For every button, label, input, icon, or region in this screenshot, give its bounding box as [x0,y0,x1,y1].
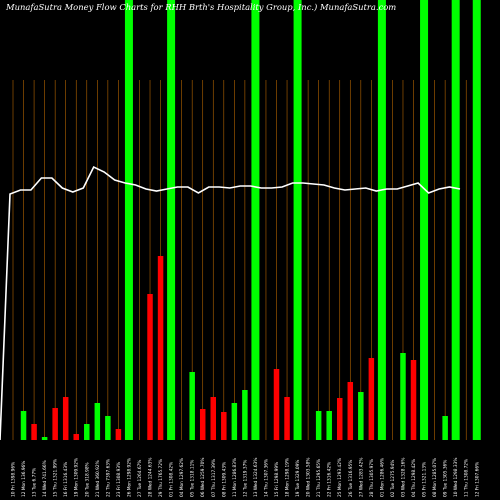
x-tick-label: 04 Mon 1297.62% [179,458,185,497]
x-tick-label: 05 Tue 1318.11% [190,460,196,497]
x-tick-label: 15 Thu 1321.99% [53,459,59,497]
chart-title: MunafaSutra Money Flow Charts for RHH Br… [5,2,396,12]
x-tick-label: 12 Tue 1319.37% [242,460,248,497]
highlight-bar [377,0,386,440]
x-tick-label: 08 Mon 1285.07% [432,458,438,497]
flow-bar [62,397,69,440]
x-tick-label: 18 Mon 1298.19% [285,458,291,497]
highlight-bar [167,0,176,440]
x-tick-label: 20 Tue 318.98% [84,462,90,497]
x-tick-label: 14 Thu 1307.36% [263,459,269,497]
x-tick-label: 29 Thu 1765.72% [158,459,164,497]
x-tick-label: 26 Mon 1298.92% [126,458,132,497]
flow-bar [400,353,406,440]
price-line [0,165,461,441]
x-tick-label: 12 Fri 1307.66% [474,462,480,497]
x-tick-label: 23 Fri 1308.93% [116,462,122,497]
x-tick-label: 15 Fri 1298.99% [274,462,280,497]
x-tick-label: 11 Mon 1286.83% [232,458,238,497]
x-tick-label: 05 Fri 1321.13% [422,462,428,497]
x-tick-label: 10 Wed 1298.33% [453,458,459,497]
highlight-bars [124,0,481,440]
x-tick-label: 06 Wed 1259.70% [200,458,206,497]
x-tick-label: 25 Mon 1293.42% [337,458,343,497]
flow-bar [157,256,164,440]
x-tick-label: 22 Thu 7397.63% [105,459,111,497]
x-tick-label: 28 Thu 1305.97% [369,459,375,497]
flow-bar [326,411,332,440]
x-tick-label: 19 Tue 1329.09% [295,460,301,497]
x-tick-labels: 10 Fri 1398.96% 12 Mon 136.96% 13 Tue 6.77… [11,458,481,497]
x-tick-label: 19 Mon 1309.92% [74,458,80,497]
x-tick-label: 14 Wed 741.66% [42,460,48,497]
x-tick-label: 02 Tue 1275.94% [390,460,396,497]
flow-bar [442,416,448,440]
x-tick-label: 07 Thu 1317.39% [211,459,217,497]
flow-bar [221,412,227,440]
x-tick-label: 08 Fri 1309.43% [221,462,227,497]
flow-bar [41,437,48,440]
x-tick-label: 01 Fri 1308.42% [169,462,175,497]
flow-bar [231,403,238,440]
highlight-bar [251,0,260,440]
flow-bar [31,424,37,440]
x-tick-label: 04 Thu 1298.42% [411,459,417,497]
x-tick-label: 22 Fri 1316.42% [327,462,333,497]
flow-bar [410,360,417,440]
flow-bar [189,372,195,440]
flow-bar [347,382,354,440]
x-tick-label: 21 Thu 1295.65% [316,459,322,497]
flow-bars [20,256,448,440]
x-tick-label: 27 Tue 1264.67% [137,460,143,497]
x-tick-label: 26 Tue 1316.95% [348,460,354,497]
flow-bar [73,434,79,440]
flow-bar [115,429,122,440]
x-tick-label: 21 Wed 360.92% [95,460,101,497]
flow-bar [315,411,322,440]
x-tick-label: 11 Thu 1308.72% [464,459,470,497]
highlight-bar [293,0,302,440]
flow-bar [20,411,27,440]
flow-bar [273,369,280,440]
flow-bar [199,409,206,440]
x-tick-label: 12 Mon 136.96% [21,461,27,497]
flow-bar [105,416,111,440]
flow-bar [284,397,290,440]
flow-bar [368,358,375,440]
flow-bar [147,294,153,440]
x-tick-label: 01 Mon 1286.46% [379,458,385,497]
x-tick-label: 20 Wed 1303.58% [306,458,312,497]
x-tick-label: 09 Tue 1305.36% [443,460,449,497]
x-tick-label: 10 Fri 1398.96% [11,462,17,497]
price-line-path [0,165,461,441]
x-tick-label: 13 Tue 6.77% [32,468,38,497]
highlight-bar [472,0,481,440]
x-tick-label: 16 Fri 1316.43% [63,462,69,497]
flow-bar [94,403,101,440]
flow-bar [336,398,343,440]
flow-bar [84,424,90,440]
highlight-bar [420,0,429,440]
flow-bar [242,390,248,440]
flow-bar [52,408,58,440]
highlight-bar [124,0,133,440]
flow-bar [358,392,364,440]
x-tick-label: 28 Wed 1244.63% [148,458,154,497]
x-tick-label: 13 Wed 1324.63% [253,458,259,497]
flow-bar [210,397,217,440]
x-tick-label: 03 Wed 1328.16% [400,458,406,497]
x-tick-label: 27 Wed 1283.42% [358,458,364,497]
highlight-bar [451,0,460,440]
